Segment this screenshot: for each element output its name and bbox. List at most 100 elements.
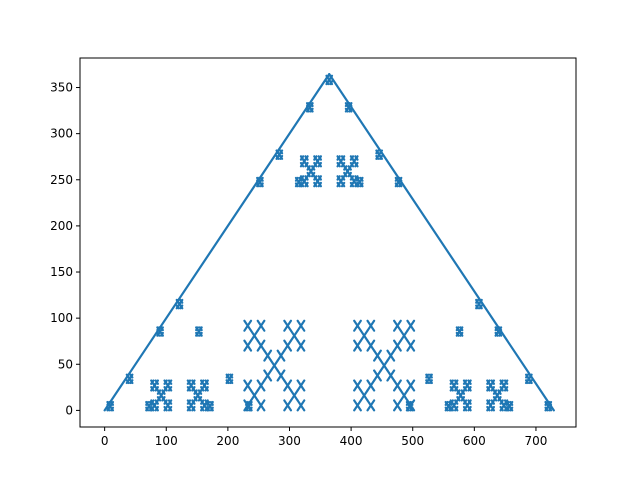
fractal-segment xyxy=(299,175,305,181)
fractal-segment xyxy=(283,379,293,392)
fractal-segment xyxy=(275,154,280,160)
fractal-segment xyxy=(229,373,234,379)
fractal-segment xyxy=(249,329,259,342)
fractal-segment xyxy=(349,161,355,168)
fractal-segment xyxy=(336,175,341,181)
fractal-segment xyxy=(296,399,306,412)
fractal-segment xyxy=(449,405,454,412)
fractal-segment xyxy=(467,379,472,385)
x-tick-label: 700 xyxy=(524,434,547,448)
axes-frame xyxy=(79,57,577,428)
fractal-segment xyxy=(209,400,214,406)
x-axis: 0 100 200 300 400 500 600 700 xyxy=(101,427,547,448)
fractal-segment xyxy=(243,379,253,392)
fractal-segment xyxy=(309,102,314,108)
fractal-segment xyxy=(175,298,180,304)
fractal-segment xyxy=(393,379,402,392)
fractal-segment xyxy=(428,373,433,379)
fractal-segment xyxy=(200,386,205,392)
fractal-segment xyxy=(462,405,468,412)
fractal-segment xyxy=(276,349,286,362)
fractal-segment xyxy=(467,399,472,405)
fractal-segment xyxy=(163,379,168,385)
fractal-segment xyxy=(294,182,299,188)
fractal-segment xyxy=(548,400,553,406)
fractal-segment xyxy=(375,149,380,155)
x-tick-label: 200 xyxy=(216,434,239,448)
fractal-segment xyxy=(462,386,468,392)
fractal-segment xyxy=(340,175,346,181)
fractal-segment xyxy=(449,386,454,392)
fractal-segment xyxy=(499,386,504,392)
fractal-segment xyxy=(393,399,402,412)
x-tick-label: 300 xyxy=(278,434,301,448)
fractal-segment xyxy=(444,400,449,406)
fractal-segment xyxy=(195,331,200,337)
fractal-segment xyxy=(186,405,192,412)
y-tick-label: 0 xyxy=(65,403,73,417)
fractal-segment xyxy=(317,175,323,181)
fractal-segment xyxy=(299,161,305,168)
fractal-segment xyxy=(198,326,203,332)
fractal-segment xyxy=(399,389,409,402)
fractal-segment xyxy=(243,339,253,352)
fractal-segment xyxy=(490,399,496,405)
fractal-segment xyxy=(366,319,376,332)
y-tick-label: 100 xyxy=(50,311,73,325)
fractal-segment xyxy=(353,399,362,412)
fractal-segment xyxy=(193,396,198,402)
fractal-segment xyxy=(459,326,464,332)
fractal-segment xyxy=(499,379,504,385)
fractal-segment xyxy=(349,155,355,161)
fractal-segment xyxy=(343,171,348,178)
fractal-segment xyxy=(348,102,353,108)
y-tick-label: 50 xyxy=(58,357,73,371)
fractal-segment xyxy=(103,73,331,412)
fractal-segment xyxy=(283,319,293,332)
fractal-segment xyxy=(328,73,555,412)
y-tick-label: 300 xyxy=(50,127,73,141)
fractal-segment xyxy=(304,175,309,181)
fractal-segment xyxy=(299,181,305,188)
fractal-segment xyxy=(186,386,192,392)
fractal-segment xyxy=(243,399,253,412)
fractal-segment xyxy=(492,396,498,402)
fractal-segment xyxy=(406,339,416,352)
fractal-segment xyxy=(167,399,173,405)
fractal-segment xyxy=(354,155,359,161)
x-tick-label: 100 xyxy=(155,434,178,448)
fractal-segment xyxy=(393,339,402,352)
fractal-segment xyxy=(366,379,376,392)
fractal-segment xyxy=(544,406,549,412)
fractal-segment xyxy=(425,379,430,385)
x-tick-label: 500 xyxy=(401,434,424,448)
fractal-segment xyxy=(289,329,299,342)
fractal-segment xyxy=(283,339,293,352)
fractal-segment xyxy=(154,379,159,385)
fractal-segment xyxy=(204,399,209,405)
fractal-segment xyxy=(186,379,192,385)
fractal-segment xyxy=(354,175,359,181)
y-tick-label: 200 xyxy=(50,219,73,233)
fractal-segment xyxy=(156,326,161,332)
fractal-segment xyxy=(106,400,111,406)
fractal-segment xyxy=(195,326,200,332)
fractal-segment xyxy=(249,389,259,402)
fractal-segment xyxy=(179,298,184,304)
plot-layer xyxy=(103,73,555,412)
fractal-segment xyxy=(279,149,284,155)
fractal-segment xyxy=(269,359,279,372)
fractal-segment xyxy=(296,339,306,352)
fractal-segment xyxy=(353,319,362,332)
fractal-segment xyxy=(275,149,280,155)
fractal-segment xyxy=(449,379,454,385)
fractal-segment xyxy=(106,406,111,412)
fractal-segment xyxy=(478,298,483,304)
fractal-segment xyxy=(313,181,318,188)
fractal-segment xyxy=(256,399,266,412)
fractal-segment xyxy=(197,389,203,395)
y-axis: 0 50 100 150 200 250 300 350 xyxy=(50,81,80,417)
fractal-segment xyxy=(256,182,261,188)
fractal-segment xyxy=(379,359,389,372)
